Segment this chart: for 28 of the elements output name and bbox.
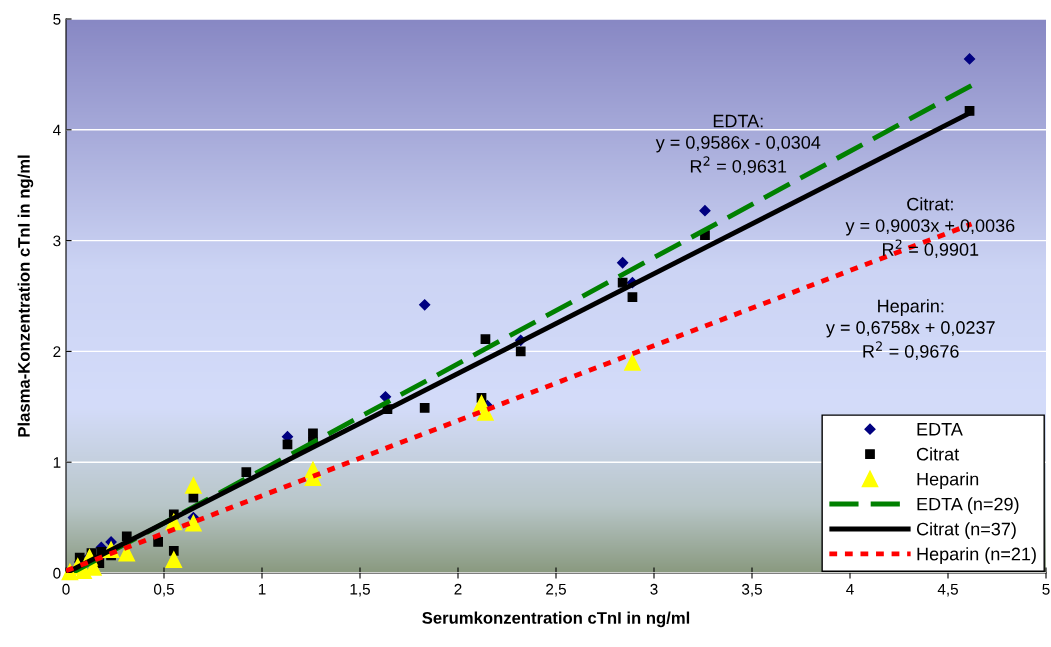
x-tick-label: 3,5 bbox=[741, 583, 762, 597]
legend-label: EDTA (n=29) bbox=[917, 497, 1019, 515]
y-tick-label: 2 bbox=[53, 346, 61, 357]
x-tick-label: 5 bbox=[1042, 583, 1050, 595]
y-tick-label: 0 bbox=[53, 567, 61, 579]
annotation: EDTA: y = 0,9586x - 0,0304 R$^{2}$ = 0,9631 bbox=[655, 114, 821, 175]
legend-label: Heparin bbox=[917, 472, 979, 490]
annotation: Heparin: y = 0,6758x + 0,0237 R$^{2}$ = 0,9676 bbox=[825, 299, 995, 360]
legend-label: Heparin (n=21) bbox=[917, 547, 1036, 564]
x-tick-label: 3 bbox=[650, 583, 658, 595]
x-tick-label: 4 bbox=[846, 583, 854, 595]
y-tick-label: 1 bbox=[53, 457, 61, 468]
x-tick-label: 1 bbox=[258, 583, 266, 595]
legend-label: EDTA bbox=[917, 423, 963, 436]
x-tick-label: 2 bbox=[454, 583, 462, 595]
y-tick-label: 4 bbox=[52, 124, 61, 136]
x-tick-label: 4,5 bbox=[937, 583, 958, 597]
x-tick-label: 1,5 bbox=[350, 583, 370, 597]
x-tick-label: 2,5 bbox=[546, 583, 566, 597]
y-tick-label: 5 bbox=[53, 14, 61, 25]
annotation: Citrat: y = 0,9003x + 0,0036 R$^{2}$ = 0,9901 bbox=[845, 197, 1015, 258]
y-tick-label: 3 bbox=[53, 235, 61, 247]
x-tick-label: 0 bbox=[62, 583, 70, 595]
legend-label: Citrat (n=37) bbox=[916, 522, 1016, 540]
x-tick-label: 0,5 bbox=[153, 583, 174, 597]
legend-label: Citrat bbox=[916, 447, 960, 461]
x-axis-title: Serumkonzentration cTnI in ng/ml bbox=[422, 611, 690, 628]
y-axis-title: Plasma-Konzentration cTnI in ng/ml bbox=[17, 155, 34, 437]
